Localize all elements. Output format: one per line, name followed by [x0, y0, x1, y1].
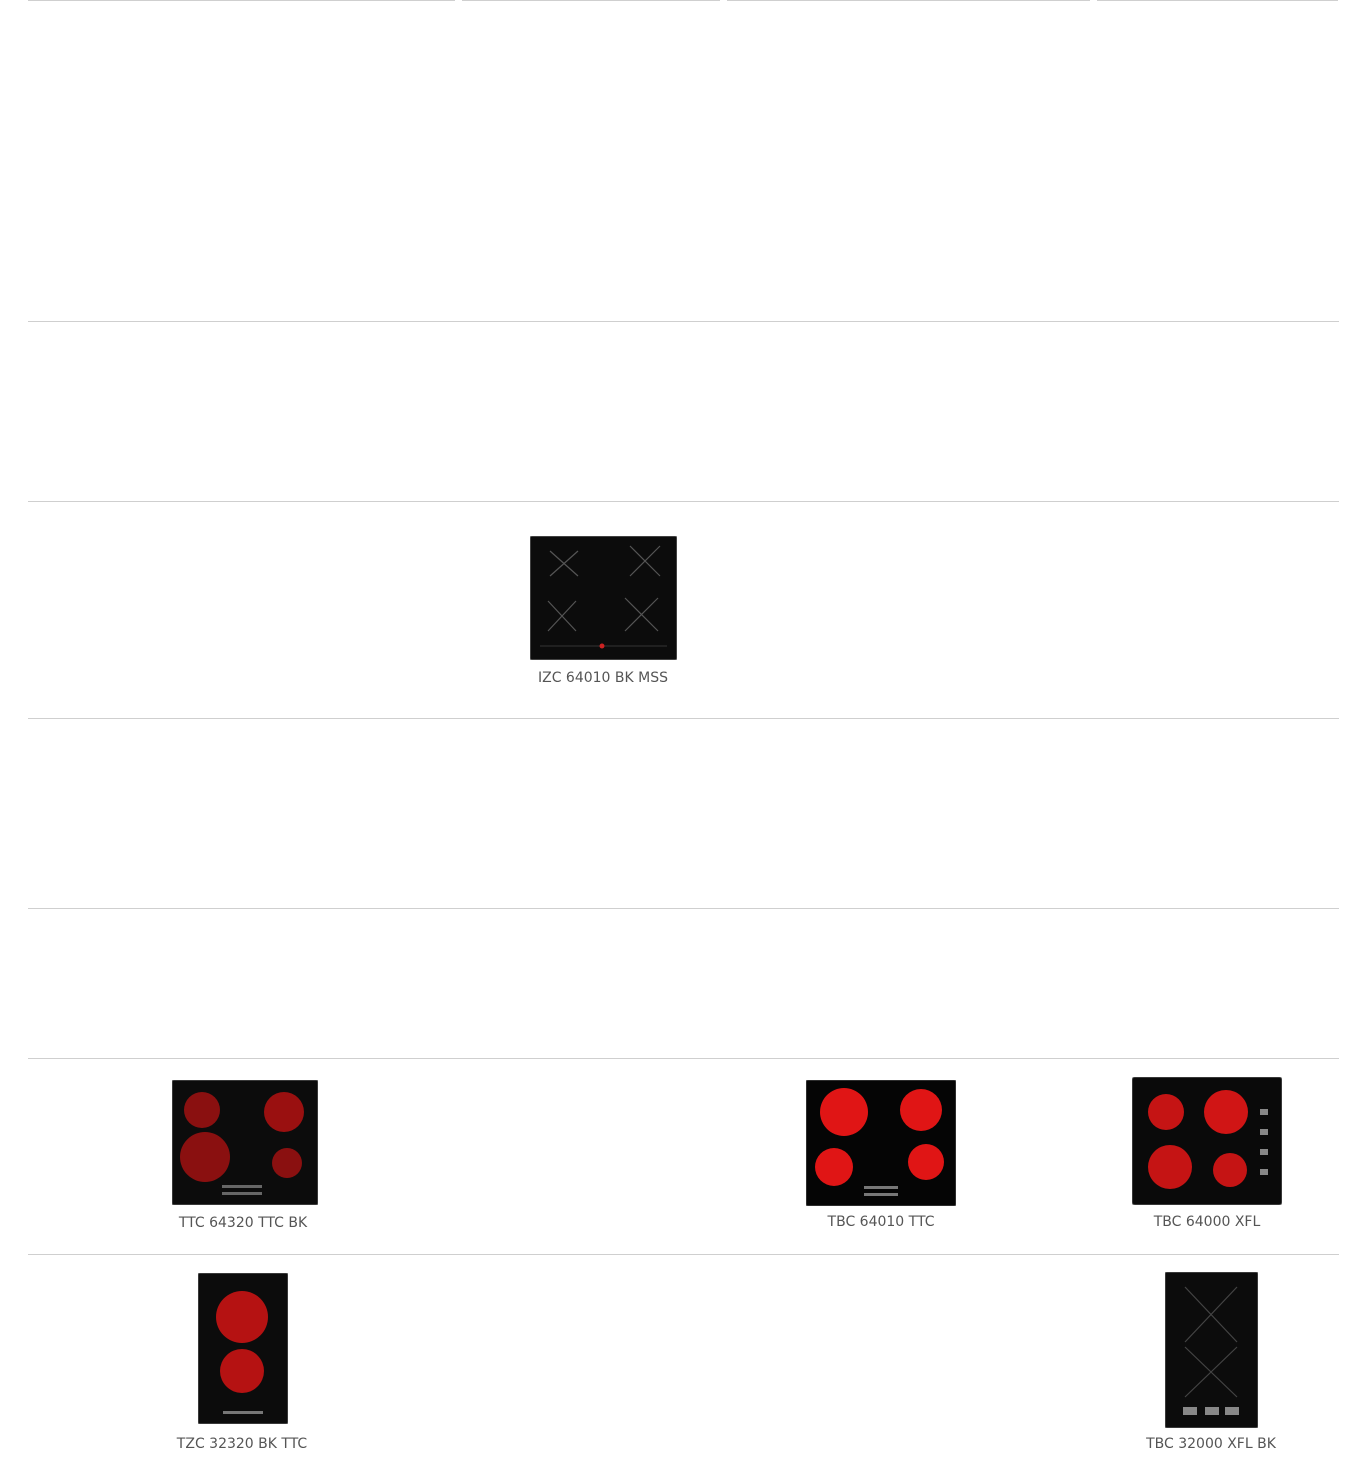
product-image[interactable] [1165, 1272, 1258, 1428]
product-image[interactable] [1132, 1077, 1282, 1205]
column-border [28, 0, 455, 1]
product-name[interactable]: TTC 64320 TTC BK [178, 1215, 308, 1231]
row-divider [28, 908, 1339, 909]
row-divider [28, 1254, 1339, 1255]
product-name[interactable]: IZC 64010 BK MSS [537, 670, 669, 686]
product-name[interactable]: TZC 32320 BK TTC [176, 1436, 308, 1452]
product-name[interactable]: TBC 64010 TTC [827, 1214, 935, 1230]
row-divider [28, 321, 1339, 322]
product-image[interactable] [198, 1273, 288, 1424]
product-image[interactable] [806, 1080, 956, 1206]
product-image[interactable] [530, 536, 677, 660]
product-image[interactable] [172, 1080, 318, 1205]
column-border [462, 0, 720, 1]
column-border [1097, 0, 1338, 1]
row-divider [28, 1058, 1339, 1059]
row-divider [28, 718, 1339, 719]
product-name[interactable]: TBC 32000 XFL BK [1146, 1436, 1276, 1452]
column-border [727, 0, 1090, 1]
row-divider [28, 501, 1339, 502]
product-name[interactable]: TBC 64000 XFL [1153, 1214, 1261, 1230]
